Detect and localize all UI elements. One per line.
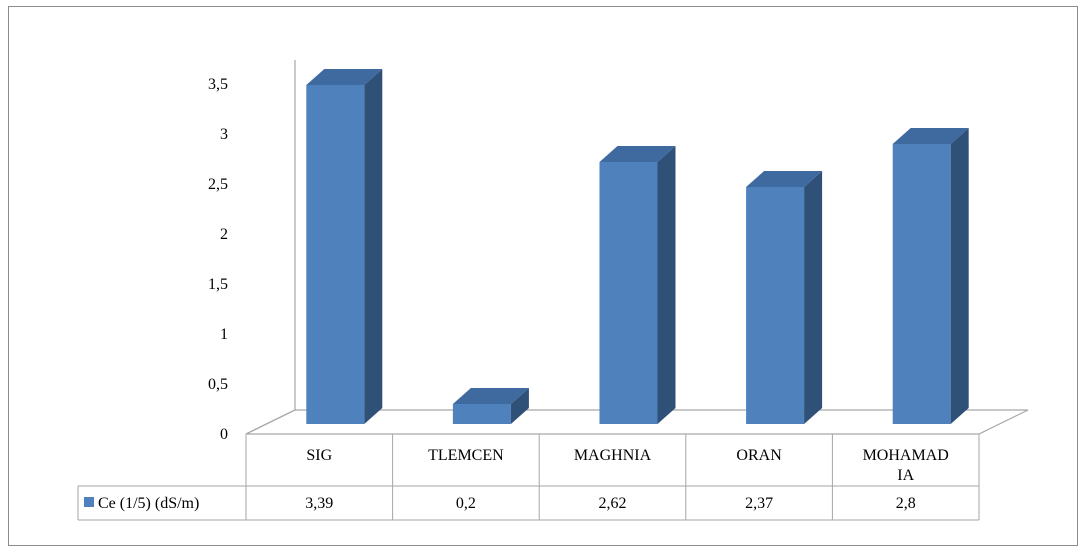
- x-category-label: IA: [897, 467, 914, 484]
- legend-key: [84, 497, 94, 507]
- data-table-value: 3,39: [305, 495, 333, 512]
- x-category-label: ORAN: [736, 447, 782, 464]
- bar-tlemcen: [452, 388, 529, 424]
- bar-side: [510, 388, 529, 424]
- bar-side: [950, 128, 969, 424]
- y-tick-label: 0,5: [208, 376, 228, 393]
- data-table-value: 2,62: [599, 495, 627, 512]
- x-category-label: MAGHNIA: [574, 447, 652, 464]
- bar-top: [892, 128, 969, 144]
- y-axis-depth-line: [245, 409, 296, 435]
- bar-top: [599, 146, 676, 162]
- bar-side: [804, 171, 823, 424]
- data-table-value: 0,2: [456, 495, 476, 512]
- bar-side: [364, 69, 383, 424]
- bar-front: [892, 144, 951, 424]
- x-category-label: SIG: [306, 447, 332, 464]
- y-tick-label: 2,5: [208, 176, 228, 193]
- x-category-label: MOHAMAD: [863, 447, 949, 464]
- series-name-label: Ce (1/5) (dS/m): [98, 495, 199, 512]
- data-table-value: 2,8: [896, 495, 916, 512]
- bar-oran: [746, 171, 823, 424]
- y-tick-label: 2: [220, 226, 228, 243]
- y-tick-label: 0: [220, 426, 228, 443]
- y-tick-label: 1: [220, 326, 228, 343]
- bar-maghnia: [599, 146, 676, 424]
- bar-top: [452, 388, 529, 404]
- bar-mohamadia: [892, 128, 969, 424]
- bar-front: [746, 187, 805, 424]
- bar-top: [746, 171, 823, 187]
- bar-chart: 0 0,5 1 1,5 2 2,5 3 3,5 SIG TLEMCEN MAGHNIA ORAN MO…: [77, 60, 1029, 521]
- data-table-value: 2,37: [745, 495, 773, 512]
- y-tick-label: 1,5: [208, 276, 228, 293]
- bar-front: [306, 85, 365, 424]
- bar-side: [657, 146, 676, 424]
- bar-front: [599, 162, 658, 424]
- y-tick-label: 3: [220, 126, 228, 143]
- bar-sig: [306, 69, 383, 424]
- bar-front: [452, 404, 511, 424]
- y-tick-label: 3,5: [208, 76, 228, 93]
- bar-top: [306, 69, 383, 85]
- x-category-label: TLEMCEN: [428, 447, 504, 464]
